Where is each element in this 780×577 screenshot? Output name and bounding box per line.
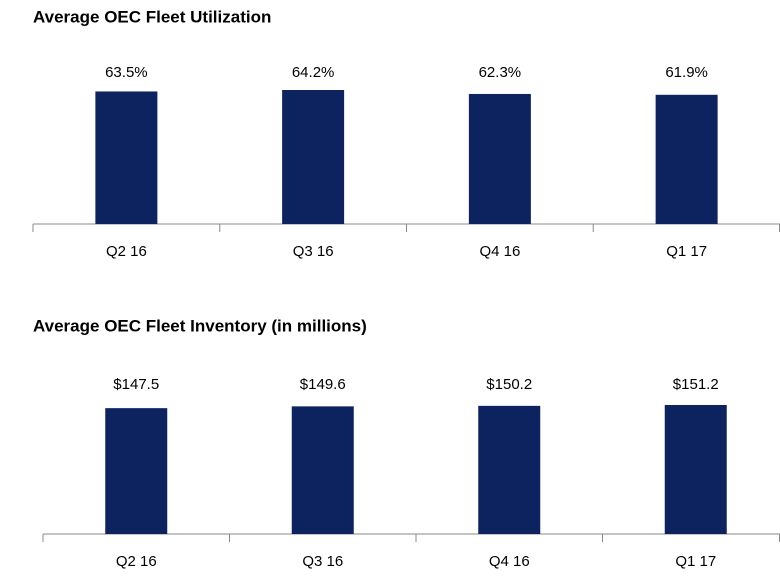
x-tick-label: Q2 16 [106, 243, 147, 260]
bar [478, 405, 541, 534]
value-label: 64.2% [292, 64, 335, 81]
chart-title: Average OEC Fleet Utilization [33, 7, 271, 26]
bar [468, 93, 531, 224]
bar [282, 90, 345, 224]
x-tick-label: Q4 16 [479, 243, 520, 260]
x-tick-label: Q1 17 [666, 243, 707, 260]
value-label: 61.9% [665, 64, 708, 81]
bar [655, 94, 718, 224]
bar [95, 91, 158, 224]
bar [291, 406, 354, 534]
x-tick-label: Q1 17 [675, 553, 716, 570]
value-label: $149.6 [300, 376, 346, 393]
x-tick-label: Q3 16 [293, 243, 334, 260]
value-label: 62.3% [479, 64, 522, 81]
bar [105, 408, 168, 534]
value-label: $150.2 [486, 376, 532, 393]
chart-title: Average OEC Fleet Inventory (in millions… [33, 316, 367, 335]
value-label: $151.2 [673, 376, 719, 393]
x-tick-label: Q3 16 [302, 553, 343, 570]
value-label: 63.5% [105, 64, 148, 81]
x-tick-label: Q4 16 [489, 553, 530, 570]
bar [664, 405, 727, 534]
value-label: $147.5 [113, 376, 159, 393]
x-tick-label: Q2 16 [116, 553, 157, 570]
